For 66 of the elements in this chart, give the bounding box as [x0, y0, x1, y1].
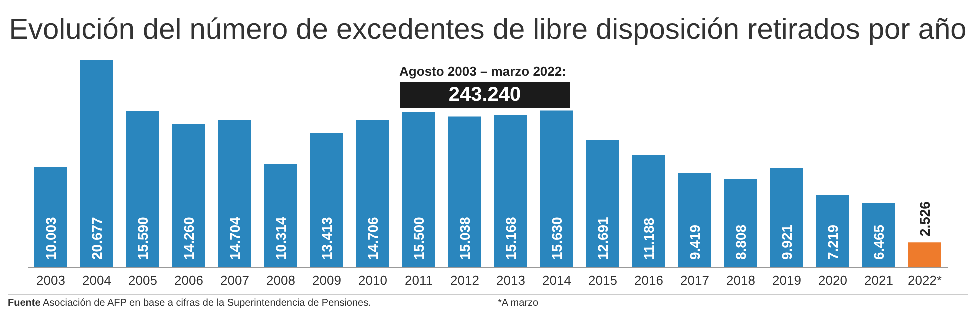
bar [908, 242, 942, 268]
data-label: 15.168 [502, 216, 519, 260]
x-tick-label: 2007 [220, 273, 250, 288]
x-tick-label: 2022* [908, 273, 942, 288]
bar [448, 116, 482, 268]
bar [218, 120, 252, 268]
bar [80, 60, 114, 268]
data-label: 14.704 [226, 216, 243, 260]
x-tick-label: 2013 [496, 273, 526, 288]
x-tick-label: 2017 [680, 273, 710, 288]
annotation: Agosto 2003 – marzo 2022: [398, 64, 568, 79]
data-label: 13.413 [318, 216, 335, 260]
bar [586, 140, 620, 268]
data-label: 20.677 [88, 216, 105, 260]
data-label: 15.038 [456, 216, 473, 260]
x-tick-label: 2019 [772, 273, 802, 288]
data-label: 11.188 [640, 218, 657, 260]
bar [816, 195, 850, 268]
bar [770, 168, 804, 268]
x-tick-label: 2003 [36, 273, 66, 288]
data-label: 8.808 [732, 224, 749, 260]
bar [310, 133, 344, 268]
data-label: 15.590 [134, 216, 151, 260]
x-tick-label: 2021 [864, 273, 894, 288]
data-label: 9.419 [686, 224, 703, 260]
x-tick-label: 2012 [450, 273, 480, 288]
x-tick-label: 2015 [588, 273, 618, 288]
data-label: 7.219 [824, 224, 841, 260]
bar [172, 124, 206, 268]
x-tick-label: 2009 [312, 273, 342, 288]
bar [632, 155, 666, 268]
bar [264, 164, 298, 268]
data-label: 15.500 [410, 216, 427, 260]
text: Fuente [8, 298, 41, 309]
x-tick-label: 2018 [726, 273, 756, 288]
bar [402, 112, 436, 268]
x-tick-label: 2008 [266, 273, 296, 288]
data-label: 10.003 [42, 216, 59, 260]
x-tick-label: 2010 [358, 273, 388, 288]
x-tick-label: 2004 [82, 273, 112, 288]
total-box: 243.240 [400, 82, 570, 108]
x-tick-label: 2014 [542, 273, 572, 288]
bar [678, 173, 712, 268]
data-label: 9.921 [778, 224, 795, 260]
x-tick-label: 2016 [634, 273, 664, 288]
data-label: 14.260 [180, 216, 197, 260]
x-tick-label: 2006 [174, 273, 204, 288]
bar [494, 115, 528, 268]
data-label: 2.526 [916, 201, 933, 237]
bar [356, 120, 390, 268]
data-label: 12.691 [594, 216, 611, 260]
data-label: 10.314 [272, 216, 289, 260]
text: Asociación de AFP en base a cifras de la Superintendencia de Pensiones. [43, 298, 372, 309]
bar [540, 110, 574, 268]
data-label: 6.465 [870, 224, 887, 260]
bar [34, 167, 68, 268]
bar [862, 202, 896, 268]
x-tick-label: 2020 [818, 273, 848, 288]
data-label: 15.630 [548, 216, 565, 260]
bar [724, 179, 758, 268]
bar [126, 111, 160, 268]
x-tick-label: 2011 [405, 273, 433, 288]
x-tick-label: 2005 [128, 273, 158, 288]
data-label: 14.706 [364, 216, 381, 260]
text: *A marzo [498, 298, 539, 309]
chart-title: Evolución del número de excedentes de libre disposición retirados por año [8, 13, 968, 48]
